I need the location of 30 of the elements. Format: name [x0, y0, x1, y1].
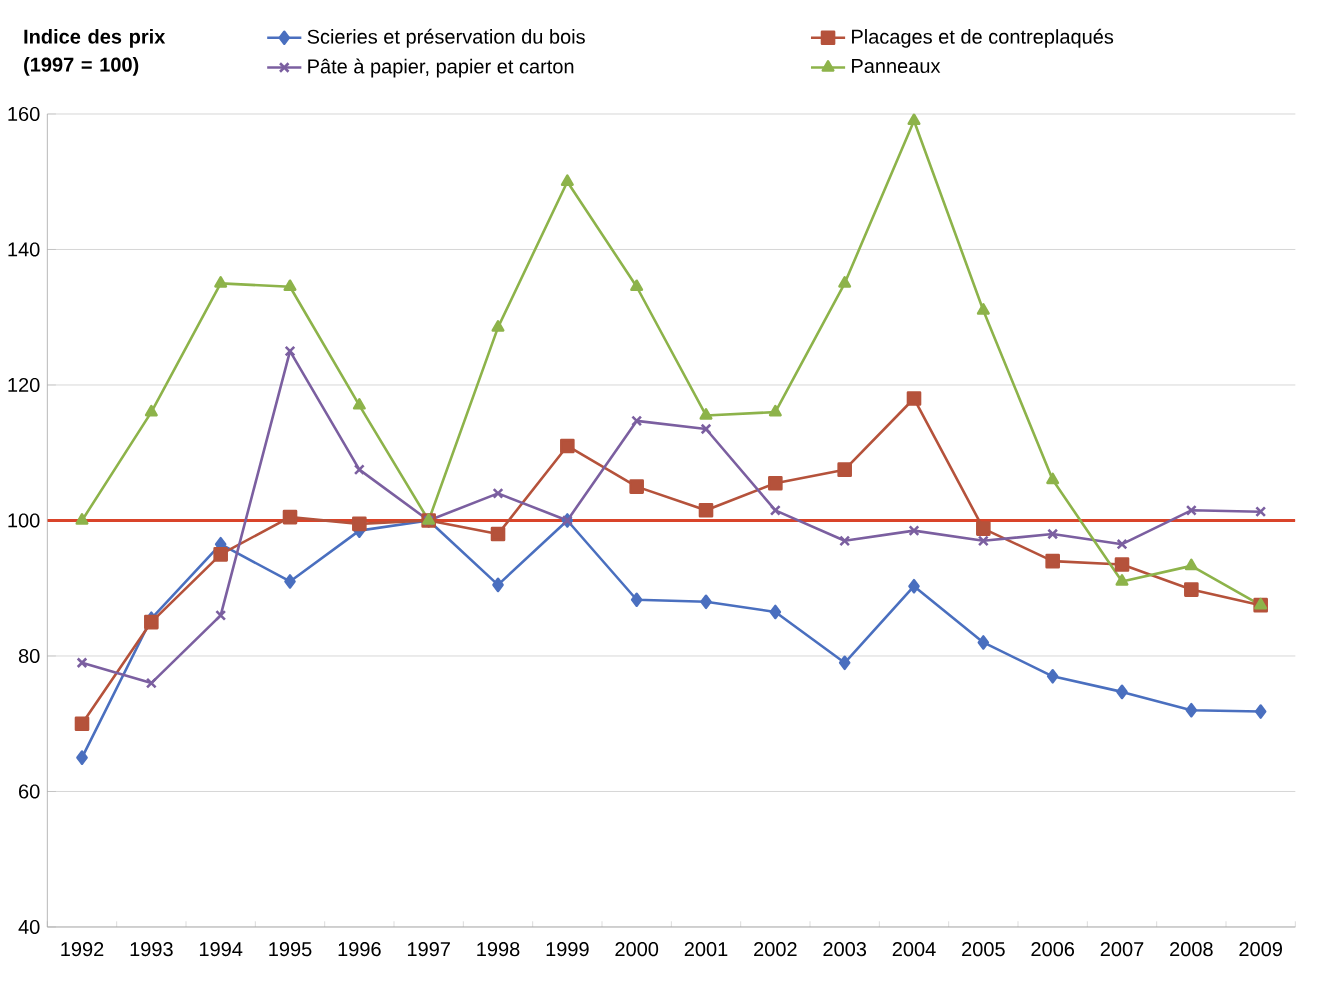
x-tick-label: 2006	[1031, 942, 1075, 957]
x-tick-label: 2004	[892, 942, 936, 957]
y-tick-label: 160	[8, 106, 40, 122]
x-tick-label: 1992	[61, 942, 104, 957]
x-tick-label: 2002	[754, 942, 797, 957]
x-tick-label: 1999	[546, 942, 589, 957]
x-tick-label: 2007	[1100, 942, 1144, 957]
y-tick-label: 80	[18, 648, 40, 664]
x-tick-label: 2001	[684, 942, 728, 957]
legend-label: Scieries et préservation du bois	[307, 28, 585, 48]
x-tick-label: 2009	[1239, 942, 1282, 957]
y-tick-label: 60	[19, 784, 40, 799]
x-tick-label: 1998	[477, 942, 520, 957]
legend-label: Placages et de contreplaqués	[852, 28, 1114, 48]
legend-label: Panneaux	[852, 59, 941, 74]
y-tick-label: 120	[8, 377, 40, 393]
x-tick-label: 1997	[407, 942, 450, 957]
x-tick-label: 1995	[269, 942, 312, 957]
y-tick-label: 100	[8, 513, 40, 528]
legend-label: Pâte à papier, papier et carton	[308, 58, 574, 78]
x-tick-label: 2003	[823, 942, 867, 957]
x-tick-label: 1993	[130, 942, 173, 957]
x-tick-label: 2005	[962, 942, 1005, 957]
y-tick-label: 140	[8, 242, 40, 257]
x-tick-label: 2000	[615, 942, 659, 957]
y-tick-label: 40	[18, 919, 40, 935]
y-axis-title: Indice des prix (1997 = 100)	[24, 29, 166, 76]
x-tick-label: 1994	[199, 942, 243, 957]
x-tick-label: 2008	[1170, 942, 1213, 957]
x-tick-label: 1996	[338, 942, 381, 957]
